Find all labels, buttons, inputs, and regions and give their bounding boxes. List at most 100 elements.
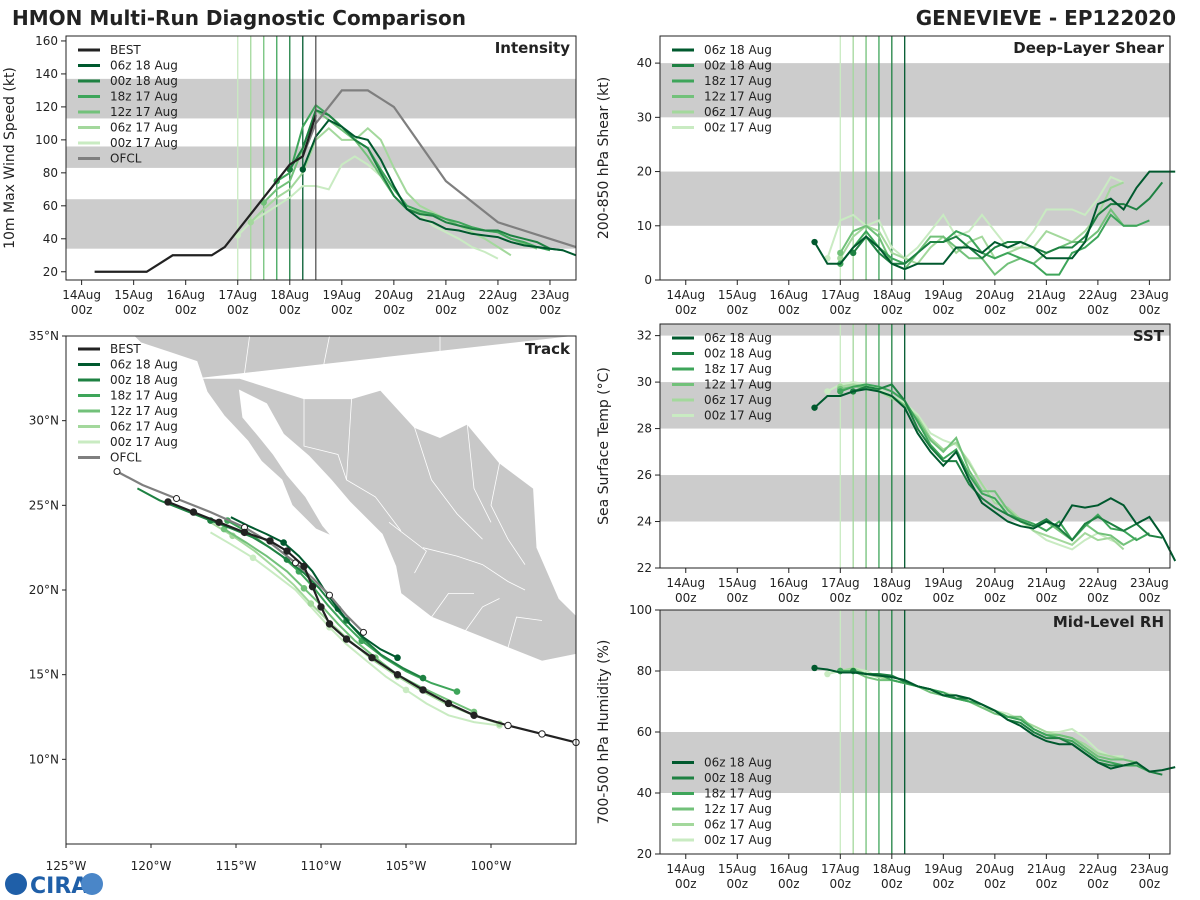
track-state-border xyxy=(244,335,250,374)
title-right: GENEVIEVE - EP122020 xyxy=(916,6,1176,30)
rh-ylabel: 700-500 hPa Humidity (%) xyxy=(596,640,612,825)
intensity-frame xyxy=(65,35,577,281)
intensity-series-line xyxy=(301,118,577,257)
intensity-ytick-label: 120 xyxy=(35,100,58,114)
shear-xtick-hour: 00z xyxy=(984,303,1006,317)
rh-legend-label: 18z 17 Aug xyxy=(704,787,772,801)
sst-ytick-label: 30 xyxy=(637,375,652,389)
shear-xtick-date: 17Aug xyxy=(821,288,860,302)
intensity-xtick-hour: 00z xyxy=(279,303,301,317)
track-series-line xyxy=(230,516,398,659)
shear-series-line xyxy=(826,175,1124,260)
track-legend-label: 06z 17 Aug xyxy=(110,420,178,434)
shear-ytick-label: 10 xyxy=(637,219,652,233)
rh-series-line xyxy=(814,667,1176,773)
shear-xtick-date: 19Aug xyxy=(924,288,963,302)
rh-xtick-hour: 00z xyxy=(778,877,800,891)
track-best-point xyxy=(215,518,223,526)
intensity-xtick-hour: 00z xyxy=(487,303,509,317)
shear-xtick-hour: 00z xyxy=(1036,303,1058,317)
sst-xtick-hour: 00z xyxy=(984,591,1006,605)
track-series-line xyxy=(209,521,500,725)
track-ofcl-point xyxy=(326,591,333,599)
intensity-xtick-date: 18Aug xyxy=(270,288,309,302)
shear-ylabel: 200-850 hPa Shear (kt) xyxy=(596,77,612,239)
shear-xtick-hour: 00z xyxy=(881,303,903,317)
track-series-point xyxy=(419,674,427,682)
shear-xtick-date: 14Aug xyxy=(666,288,705,302)
track-legend-label: BEST xyxy=(110,342,141,356)
sst-xtick-date: 23Aug xyxy=(1130,576,1169,590)
track-best-point xyxy=(368,654,376,662)
shear-legend-label: 00z 18 Aug xyxy=(704,59,772,73)
track-state-border xyxy=(466,424,492,523)
rh-xtick-hour: 00z xyxy=(830,877,852,891)
track-best-point xyxy=(538,730,546,738)
sst-series-line xyxy=(852,383,1163,542)
sst-frame xyxy=(659,323,1171,569)
shear-ytick-label: 20 xyxy=(637,165,652,179)
intensity-series-start-point xyxy=(299,166,306,173)
rh-xtick-date: 22Aug xyxy=(1079,862,1118,876)
logo-seal-icon xyxy=(81,873,103,895)
rh-legend-label: 06z 18 Aug xyxy=(704,756,772,770)
track-state-border xyxy=(490,462,526,565)
rh-legend-label: 12z 17 Aug xyxy=(704,802,772,816)
intensity-ytick-label: 100 xyxy=(35,133,58,147)
sst-xtick-date: 17Aug xyxy=(821,576,860,590)
sst-xtick-date: 20Aug xyxy=(975,576,1014,590)
track-best-point xyxy=(470,711,478,720)
rh-xtick-hour: 00z xyxy=(984,877,1006,891)
intensity-legend-label: 06z 17 Aug xyxy=(110,121,178,135)
rh-xtick-hour: 00z xyxy=(881,877,903,891)
sst-xtick-date: 18Aug xyxy=(872,576,911,590)
intensity-legend-label: 12z 17 Aug xyxy=(110,105,178,119)
shear-series-start-point xyxy=(849,249,857,257)
shear-series-start-point xyxy=(837,255,844,262)
logo-globe-icon xyxy=(5,873,27,895)
logo-text: CIRA xyxy=(30,874,88,899)
sst-band xyxy=(660,324,1170,336)
track-series-point xyxy=(307,600,315,607)
track-panel: 10°N 15°N 20°N 25°N 30°N 35°N 125°W 120°W 115°W 1… xyxy=(29,329,580,873)
sst-series-start-point xyxy=(837,388,844,395)
rh-legend-label: 00z 18 Aug xyxy=(704,771,772,785)
intensity-xtick-date: 14Aug xyxy=(62,288,101,302)
intensity-xtick-hour: 00z xyxy=(383,303,405,317)
shear-xtick-hour: 00z xyxy=(830,303,852,317)
shear-xtick-date: 22Aug xyxy=(1079,288,1118,302)
intensity-ytick-label: 40 xyxy=(43,232,58,246)
track-legend-label: 06z 18 Aug xyxy=(110,358,178,372)
track-state-border xyxy=(320,335,330,379)
sst-xtick-date: 22Aug xyxy=(1079,576,1118,590)
sst-xtick-hour: 00z xyxy=(830,591,852,605)
track-best-point xyxy=(164,498,172,506)
intensity-xtick-date: 20Aug xyxy=(375,288,414,302)
track-state-border xyxy=(431,593,474,618)
sst-series-line xyxy=(839,383,1150,542)
track-best-point xyxy=(419,686,427,694)
intensity-xtick-hour: 00z xyxy=(123,303,145,317)
intensity-series-line xyxy=(276,103,551,252)
shear-series-line xyxy=(839,207,1137,277)
shear-xtick-hour: 00z xyxy=(1087,303,1109,317)
sst-band xyxy=(660,475,1170,522)
track-state-border xyxy=(346,398,402,531)
sst-xtick-hour: 00z xyxy=(1139,591,1161,605)
shear-ytick-label: 30 xyxy=(637,110,652,124)
shear-xtick-date: 23Aug xyxy=(1130,288,1169,302)
shear-xtick-date: 21Aug xyxy=(1027,288,1066,302)
shear-xtick-hour: 00z xyxy=(1139,303,1161,317)
intensity-xtick-hour: 00z xyxy=(435,303,457,317)
track-best-point xyxy=(444,699,453,708)
cira-logo: CIRA xyxy=(5,873,103,899)
sst-series-line xyxy=(840,383,1125,551)
intensity-ytick-label: 20 xyxy=(43,265,58,279)
shear-xtick-date: 15Aug xyxy=(718,288,757,302)
rh-xtick-hour: 00z xyxy=(933,877,955,891)
shear-legend-label: 18z 17 Aug xyxy=(704,74,772,88)
track-title: Track xyxy=(525,340,571,358)
intensity-xtick-hour: 00z xyxy=(331,303,353,317)
sst-series-start-point xyxy=(811,404,818,411)
intensity-legend-label: 00z 18 Aug xyxy=(110,74,178,88)
